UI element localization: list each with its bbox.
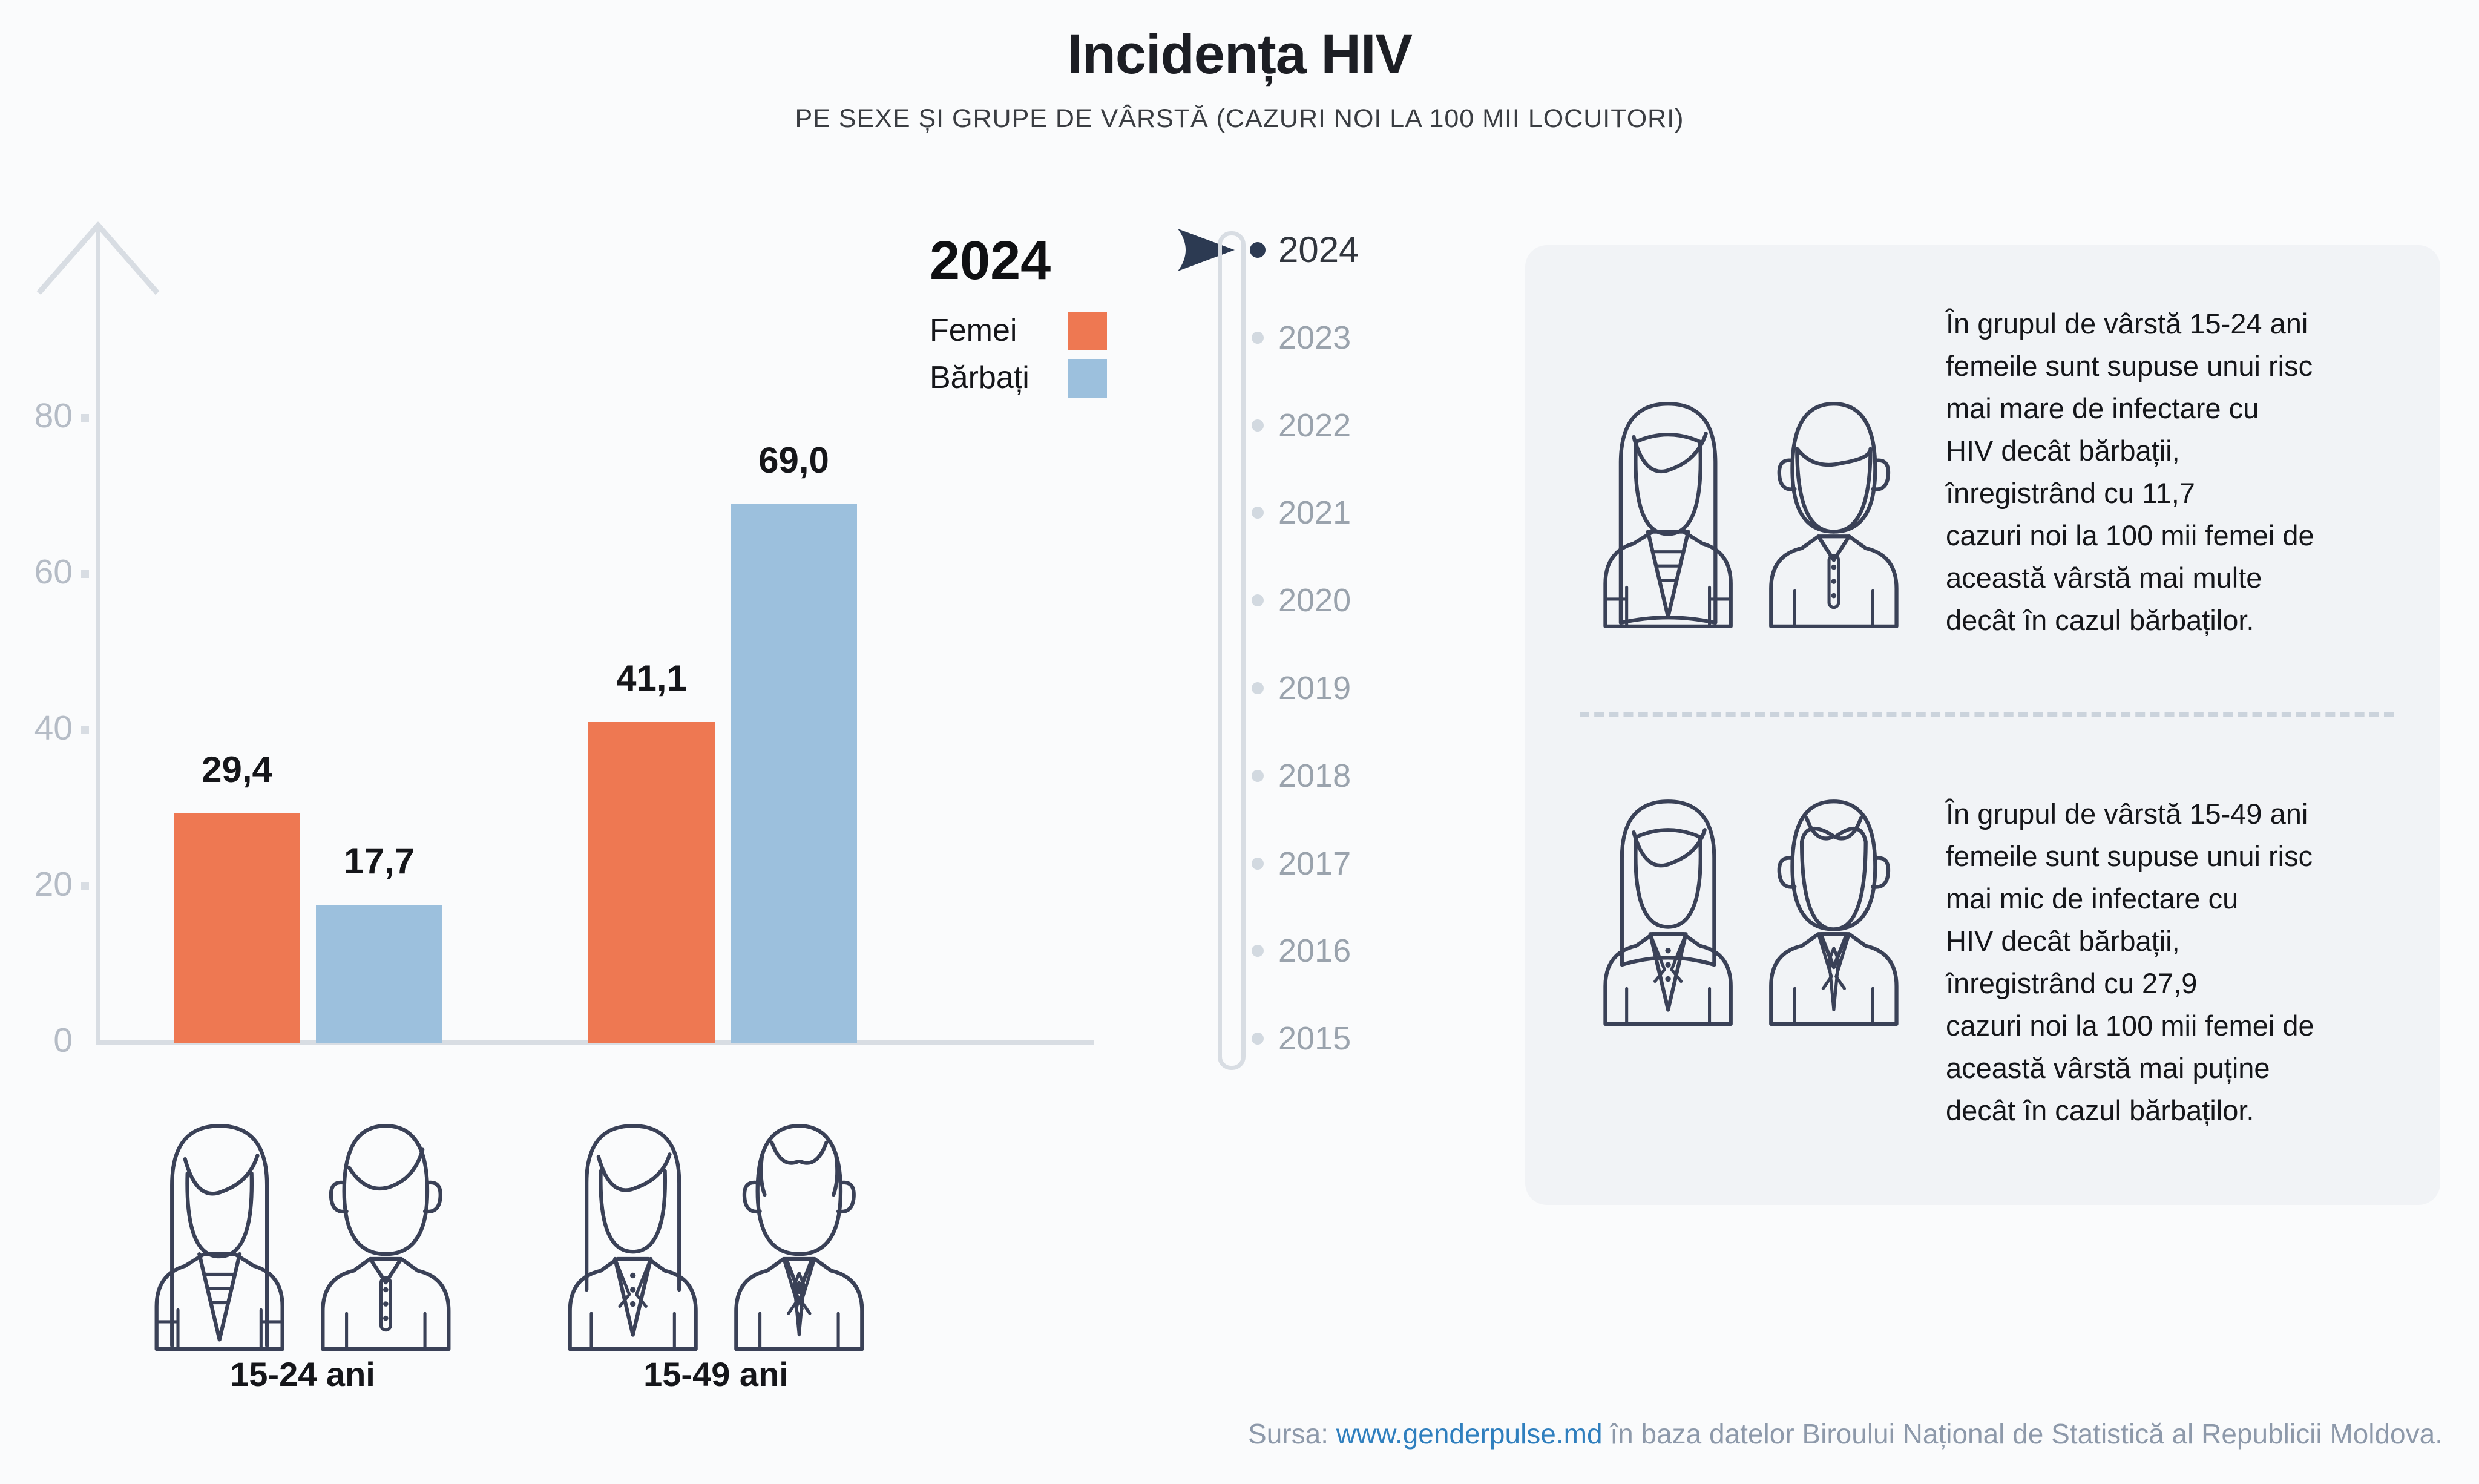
timeline-year-2023[interactable]: 2023 [1278, 319, 1351, 356]
panel-divider [1580, 712, 2394, 717]
timeline-year-2021[interactable]: 2021 [1278, 494, 1351, 531]
y-tick-40: 40 [34, 709, 73, 747]
source-prefix: Sursa: [1248, 1418, 1336, 1450]
woman-young-colored-icon [1603, 402, 1733, 629]
bar-femei-15-24ani [174, 813, 300, 1043]
woman-young-icon [154, 1124, 284, 1351]
timeline-year-2015[interactable]: 2015 [1278, 1020, 1351, 1057]
info-panel: În grupul de vârstă 15-24 ani femeile su… [1525, 245, 2440, 1205]
bar-bărbați-15-49ani [731, 504, 857, 1043]
y-tick-mark-40 [81, 726, 89, 734]
man-young-icon [321, 1124, 451, 1351]
y-tick-20: 20 [34, 865, 73, 904]
timeline-year-2017[interactable]: 2017 [1278, 845, 1351, 882]
panel-text-15-24: În grupul de vârstă 15-24 ani femeile su… [1946, 307, 2314, 636]
panel-text-15-49: În grupul de vârstă 15-49 ani femeile su… [1946, 798, 2314, 1126]
y-tick-60: 60 [34, 553, 73, 591]
woman-adult-icon [568, 1124, 698, 1351]
y-tick-mark-20 [81, 882, 89, 890]
man-young-colored-icon [1769, 402, 1899, 629]
timeline-year-2019[interactable]: 2019 [1278, 670, 1351, 706]
people-icon-young-pair-colored [1603, 402, 1899, 629]
legend-swatch-barbati [1068, 359, 1107, 398]
bar-value-label: 69,0 [758, 440, 829, 481]
timeline-year-2022[interactable]: 2022 [1278, 407, 1351, 444]
people-icon-young-pair-outline [154, 1124, 451, 1351]
people-icon-adult-pair-outline [568, 1124, 864, 1351]
timeline-dot-2020[interactable] [1252, 594, 1264, 607]
timeline-year-2024[interactable]: 2024 [1278, 229, 1359, 270]
bar-bărbați-15-24ani [316, 905, 442, 1043]
man-adult-colored-icon [1769, 799, 1899, 1026]
timeline-dot-2016[interactable] [1252, 945, 1264, 957]
legend-swatch-femei [1068, 312, 1107, 350]
timeline-year-2020[interactable]: 2020 [1278, 582, 1351, 619]
woman-adult-colored-icon [1603, 799, 1733, 1026]
timeline-arrow-icon[interactable] [1175, 226, 1242, 274]
y-tick-80: 80 [34, 396, 73, 435]
category-label-15-49: 15-49 ani [643, 1355, 789, 1393]
timeline-dot-2017[interactable] [1252, 857, 1264, 870]
page-title: Incidența HIV [1067, 24, 1413, 85]
legend-label-femei: Femei [930, 313, 1017, 348]
category-label-15-24: 15-24 ani [230, 1355, 375, 1393]
y-tick-mark-60 [81, 570, 89, 578]
bar-value-label: 29,4 [202, 749, 272, 790]
y-axis-line [96, 225, 100, 1043]
y-tick-mark-80 [81, 414, 89, 422]
timeline-dot-2023[interactable] [1252, 331, 1264, 344]
timeline-dot-2018[interactable] [1252, 769, 1264, 782]
legend-item-barbati: Bărbați [930, 358, 1111, 398]
source-suffix: în baza datelor Biroului Național de Sta… [1602, 1418, 2443, 1450]
page-subtitle: PE SEXE ȘI GRUPE DE VÂRSTĂ (CAZURI NOI L… [795, 104, 1684, 133]
man-adult-icon [734, 1124, 864, 1351]
bar-value-label: 41,1 [616, 658, 687, 698]
timeline-dot-2022[interactable] [1252, 419, 1264, 432]
timeline-dot-2015[interactable] [1252, 1033, 1264, 1045]
source-link[interactable]: www.genderpulse.md [1336, 1418, 1603, 1450]
bar-value-label: 17,7 [344, 841, 415, 881]
x-axis-line [96, 1040, 1094, 1045]
legend-item-femei: Femei [930, 310, 1111, 350]
timeline-year-2018[interactable]: 2018 [1278, 757, 1351, 794]
timeline-track[interactable] [1218, 231, 1246, 1070]
timeline-year-2016[interactable]: 2016 [1278, 933, 1351, 970]
timeline-dot-2024[interactable] [1250, 242, 1266, 258]
source-note: Sursa: www.genderpulse.md în baza datelo… [1248, 1417, 2443, 1450]
timeline-dot-2019[interactable] [1252, 682, 1264, 694]
bar-femei-15-49ani [588, 722, 715, 1043]
legend-year: 2024 [930, 231, 1051, 291]
y-tick-0: 0 [53, 1021, 73, 1060]
plot-area: 0 20 40 60 80 29,4 41,1 17,7 69,0 [34, 135, 1100, 1059]
timeline-dot-2021[interactable] [1252, 507, 1264, 519]
legend-label-barbati: Bărbați [930, 360, 1029, 395]
people-icon-adult-pair-colored [1603, 799, 1899, 1026]
